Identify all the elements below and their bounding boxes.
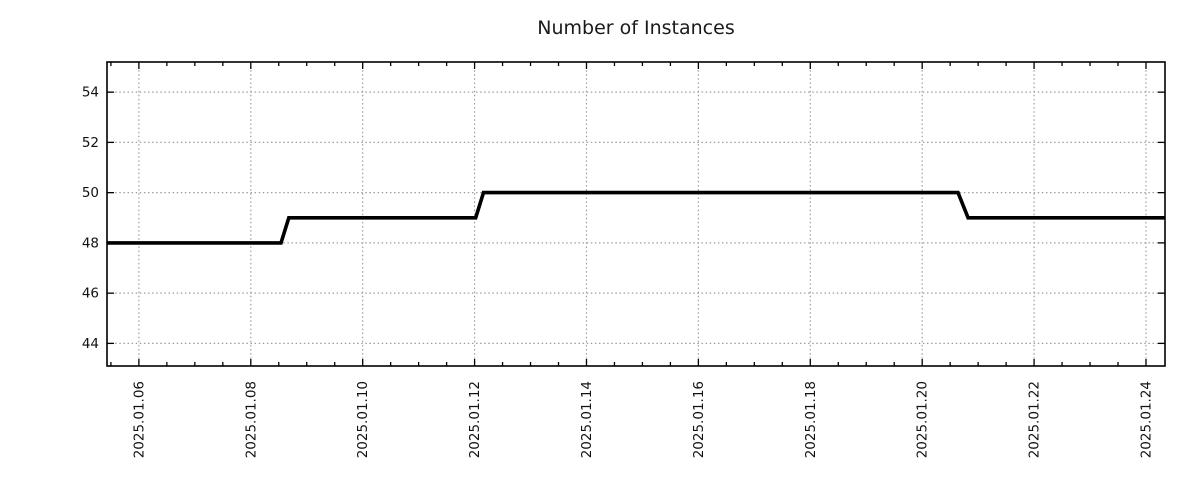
x-tick-label: 2025.01.20 bbox=[915, 381, 931, 458]
x-tick-label: 2025.01.08 bbox=[243, 381, 259, 458]
series-line bbox=[107, 190, 1165, 245]
x-tick-label: 2025.01.22 bbox=[1027, 381, 1043, 458]
x-tick-label: 2025.01.12 bbox=[467, 381, 483, 458]
plot-border bbox=[106, 61, 1166, 367]
chart-title: Number of Instances bbox=[537, 17, 735, 39]
x-tick-label: 2025.01.06 bbox=[131, 381, 147, 458]
y-tick-label: 50 bbox=[82, 185, 99, 201]
y-tick-label: 46 bbox=[82, 286, 99, 302]
y-tick-label: 52 bbox=[82, 135, 99, 151]
y-tick-label: 44 bbox=[82, 336, 99, 352]
x-tick-label: 2025.01.10 bbox=[355, 381, 371, 458]
x-tick-label: 2025.01.16 bbox=[691, 381, 707, 458]
x-tick-label: 2025.01.14 bbox=[579, 381, 595, 458]
x-tick-label: 2025.01.18 bbox=[803, 381, 819, 458]
y-tick-label: 48 bbox=[82, 235, 99, 251]
x-tick-label: 2025.01.24 bbox=[1139, 381, 1155, 458]
y-tick-label: 54 bbox=[82, 85, 99, 101]
